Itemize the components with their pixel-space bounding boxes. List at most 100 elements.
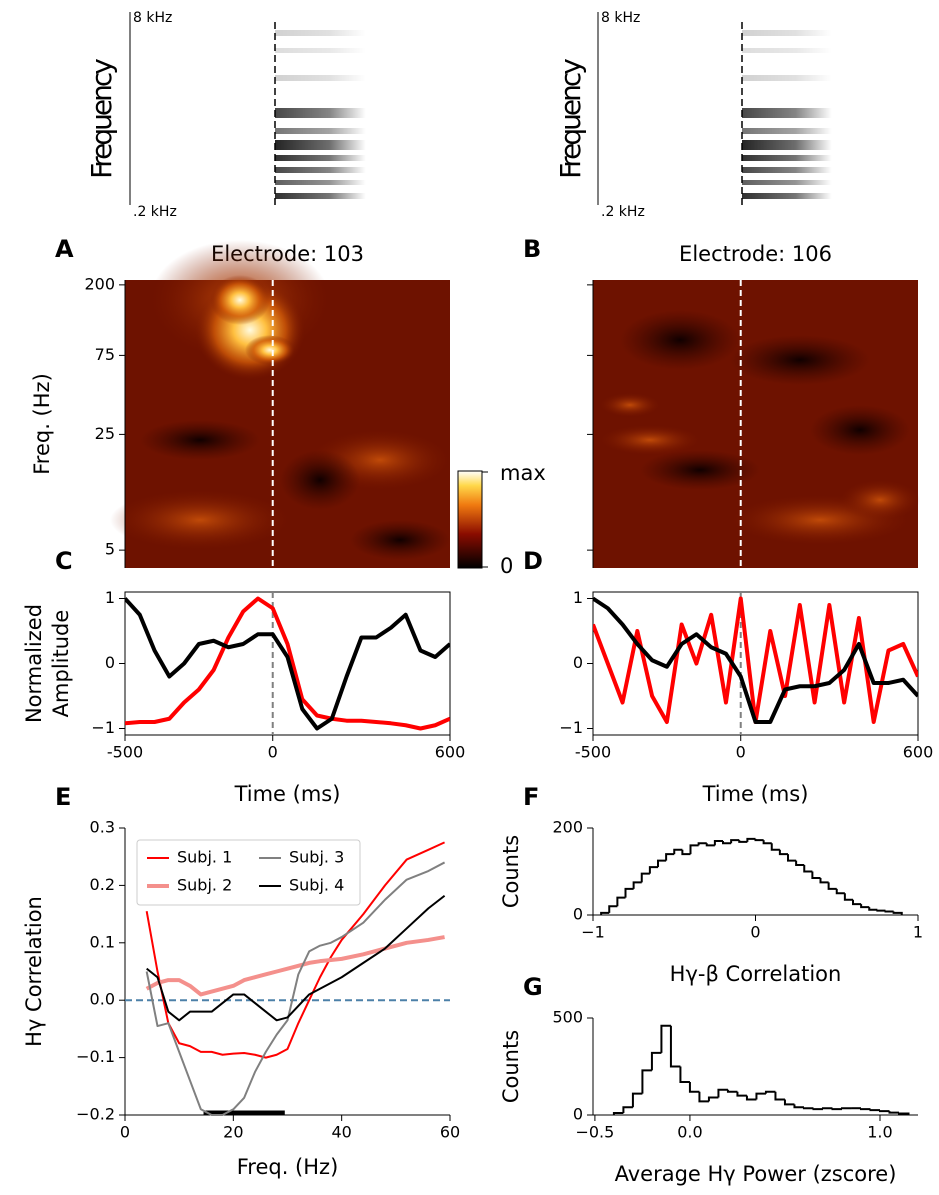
x-tick-label: 1: [913, 923, 923, 942]
histogram-bin: [717, 1088, 728, 1098]
heatmap-texture: [840, 480, 920, 520]
y-tick-label: 8 kHz: [601, 10, 640, 26]
y-axis-label: Normalized: [22, 604, 46, 723]
x-tick-label: 0: [750, 923, 760, 942]
histogram-bin: [681, 849, 691, 856]
x-tick-label: 600: [903, 743, 934, 762]
histogram-bin: [802, 1107, 814, 1110]
x-tick-label: 1.0: [867, 1123, 892, 1142]
histogram-bin: [746, 837, 756, 842]
histogram-bin: [774, 1091, 785, 1101]
histogram-bin: [876, 909, 886, 912]
histogram-bin: [622, 1106, 633, 1114]
histogram-bin: [705, 843, 715, 847]
histogram-bin: [819, 878, 829, 884]
y-tick-label: .2 kHz: [133, 204, 177, 220]
panel-letter: G: [523, 973, 543, 1001]
heatmap-texture: [350, 520, 450, 560]
histogram-bin: [892, 911, 903, 915]
spectrogram-band: [742, 140, 832, 150]
histogram-bin: [641, 1069, 652, 1094]
y-axis-label: Counts: [499, 835, 523, 908]
line-series: [146, 894, 446, 1022]
colorbar-label: 0: [500, 554, 513, 578]
spectrogram-band: [275, 167, 366, 173]
legend-box: [136, 839, 361, 906]
histogram-bin: [660, 1024, 671, 1053]
histogram-bin: [713, 840, 723, 846]
histogram-bin: [755, 1092, 766, 1100]
chart-title: Electrode: 106: [679, 242, 832, 266]
histogram-bin: [878, 1110, 890, 1113]
heatmap-texture: [210, 275, 270, 325]
histogram-bin: [631, 1092, 643, 1108]
colorbar-label: max: [500, 461, 546, 485]
y-tick-label: 1: [573, 588, 583, 607]
histogram-bin: [843, 893, 853, 901]
histogram-bin: [624, 887, 634, 898]
panel-letter: D: [523, 547, 543, 575]
colorbar: [457, 470, 483, 569]
x-tick-label: 600: [435, 743, 466, 762]
x-tick-label: 0: [120, 1123, 130, 1142]
histogram-bin: [840, 1107, 852, 1110]
histogram-bin: [689, 844, 699, 855]
x-tick-label: 40: [331, 1123, 351, 1142]
heatmap-texture: [280, 450, 360, 510]
spectrogram-band: [742, 108, 832, 118]
histogram-bin: [608, 905, 618, 913]
panel-letter: C: [55, 547, 73, 575]
y-axis-label: Frequency: [85, 59, 118, 179]
histogram-bin: [688, 1082, 700, 1093]
histogram-bin: [793, 1104, 804, 1109]
y-tick-label: 0.0: [90, 990, 115, 1009]
line-series: [593, 596, 918, 724]
line-series: [125, 597, 450, 731]
histogram-bin: [860, 904, 870, 909]
y-tick-label: −1: [559, 718, 583, 737]
histogram-bin: [722, 841, 732, 845]
histogram-bin: [787, 854, 797, 862]
x-tick-label: −1: [581, 923, 605, 942]
line-series: [145, 841, 446, 1059]
x-tick-label: -500: [575, 743, 611, 762]
heatmap-texture: [730, 335, 870, 385]
histogram-bin: [852, 899, 862, 906]
heatmap-texture: [245, 335, 295, 365]
y-tick-label: 200: [552, 818, 583, 837]
heatmap-texture: [620, 310, 740, 370]
line-series: [593, 596, 918, 724]
line-series: [125, 596, 450, 731]
histogram-bin: [650, 1051, 662, 1071]
spectrogram-band: [275, 193, 366, 199]
line-series: [145, 861, 446, 1116]
x-tick-label: -500: [107, 743, 143, 762]
histogram-bin: [697, 842, 707, 846]
histogram-bin: [827, 882, 837, 890]
y-axis-label: Counts: [499, 1030, 523, 1103]
spectrogram-band: [275, 155, 366, 161]
histogram-bin: [795, 860, 805, 866]
y-axis-label: Freq. (Hz): [30, 373, 54, 475]
spectrogram-band: [742, 128, 832, 134]
histogram-bin: [835, 888, 845, 895]
legend-label: Subj. 1: [177, 848, 232, 867]
y-axis-label: Amplitude: [49, 610, 73, 718]
histogram-bin: [897, 1112, 910, 1115]
y-tick-label: 25: [95, 424, 115, 443]
histogram-bin: [811, 871, 821, 880]
histogram-bin: [679, 1066, 690, 1084]
panel-letter: F: [523, 783, 539, 811]
y-tick-label: .2 kHz: [601, 204, 645, 220]
y-tick-label: 0: [573, 653, 583, 672]
histogram-bin: [869, 1109, 880, 1112]
y-tick-label: 75: [95, 345, 115, 364]
spectrogram-band: [275, 128, 366, 134]
histogram-bin: [888, 1111, 899, 1114]
x-tick-label: 60: [440, 1123, 460, 1142]
y-tick-label: 0: [573, 905, 583, 924]
x-tick-label: 0.0: [677, 1123, 702, 1142]
y-tick-label: 0: [573, 1105, 583, 1124]
